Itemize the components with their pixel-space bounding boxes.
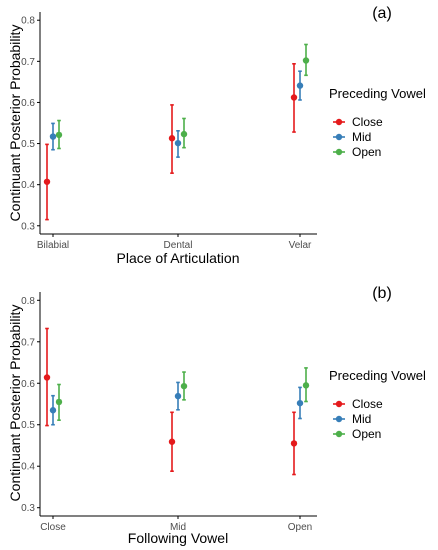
legend-key-point bbox=[335, 430, 343, 438]
x-axis-title-a: Place of Articulation bbox=[117, 250, 240, 266]
x-tick-label: Mid bbox=[170, 522, 186, 533]
data-point bbox=[49, 133, 57, 140]
legend-title: Preceding Vowel bbox=[329, 86, 426, 101]
x-tick-label: Close bbox=[40, 522, 66, 533]
legend-key-point bbox=[335, 400, 343, 408]
y-tick-label: 0.5 bbox=[21, 420, 35, 431]
y-axis-title-b: Continuant Posterior Probability bbox=[7, 305, 23, 502]
data-point bbox=[290, 440, 298, 447]
data-point bbox=[49, 407, 57, 414]
legend-item-label: Open bbox=[352, 145, 381, 159]
legend-item-label: Open bbox=[352, 427, 381, 441]
legend-key-point bbox=[335, 415, 343, 423]
y-axis-title-a: Continuant Posterior Probability bbox=[7, 25, 23, 222]
panel-label-b: (b) bbox=[372, 285, 392, 302]
x-ticks-a: Bilabial Dental Velar bbox=[37, 234, 312, 251]
y-tick-label: 0.3 bbox=[21, 221, 35, 232]
y-tick-label: 0.5 bbox=[21, 139, 35, 150]
y-ticks-b: 0.3 0.4 0.5 0.6 0.7 0.8 bbox=[21, 296, 40, 514]
x-tick-label: Dental bbox=[164, 240, 193, 251]
data-point bbox=[43, 178, 51, 185]
x-ticks-b: Close Mid Open bbox=[40, 516, 312, 533]
y-tick-label: 0.7 bbox=[21, 337, 35, 348]
data-point bbox=[174, 139, 182, 147]
data-point bbox=[55, 131, 63, 139]
legend-title: Preceding Vowel bbox=[329, 368, 426, 383]
y-tick-label: 0.6 bbox=[21, 379, 35, 390]
x-tick-label: Velar bbox=[289, 240, 312, 251]
x-tick-label: Open bbox=[288, 522, 312, 533]
legend-item-label: Mid bbox=[352, 412, 371, 426]
y-tick-label: 0.3 bbox=[21, 503, 35, 514]
y-tick-label: 0.7 bbox=[21, 57, 35, 68]
legend-key-point bbox=[335, 148, 343, 156]
data-point bbox=[296, 82, 304, 89]
legend-key-point bbox=[335, 133, 343, 141]
y-tick-label: 0.8 bbox=[21, 16, 35, 27]
panel-b: (b) Continuant Posterior Probability Fol… bbox=[7, 285, 426, 546]
data-point bbox=[55, 398, 63, 406]
data-point bbox=[43, 374, 51, 381]
data-marks-a bbox=[43, 43, 310, 221]
y-ticks-a: 0.3 0.4 0.5 0.6 0.7 0.8 bbox=[21, 16, 40, 232]
legend-item-label: Close bbox=[352, 115, 383, 129]
data-point bbox=[296, 399, 304, 407]
data-point bbox=[302, 57, 310, 64]
data-point bbox=[168, 135, 176, 142]
legend-key-point bbox=[335, 118, 343, 126]
y-tick-label: 0.8 bbox=[21, 296, 35, 307]
data-marks-b bbox=[43, 327, 310, 476]
data-point bbox=[180, 382, 188, 390]
legend-item-label: Close bbox=[352, 397, 383, 411]
panel-a: (a) Continuant Posterior Probability Pla… bbox=[7, 5, 426, 266]
data-point bbox=[180, 130, 188, 138]
x-axis-title-b: Following Vowel bbox=[128, 530, 228, 546]
panel-label-a: (a) bbox=[372, 5, 392, 22]
legend-item-label: Mid bbox=[352, 130, 371, 144]
y-tick-label: 0.4 bbox=[21, 462, 35, 473]
data-point bbox=[168, 438, 176, 445]
x-tick-label: Bilabial bbox=[37, 240, 69, 251]
data-point bbox=[302, 382, 310, 389]
y-tick-label: 0.6 bbox=[21, 98, 35, 109]
y-tick-label: 0.4 bbox=[21, 180, 35, 191]
data-point bbox=[174, 392, 182, 400]
data-point bbox=[290, 94, 298, 101]
